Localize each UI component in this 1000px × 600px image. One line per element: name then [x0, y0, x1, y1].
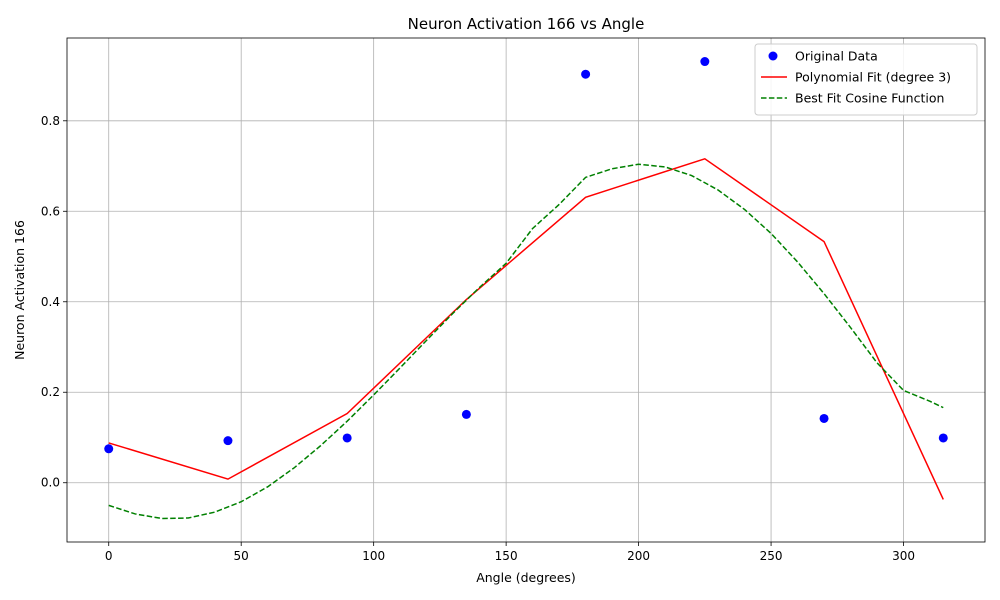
x-tick-label: 250 — [760, 549, 783, 563]
data-point — [342, 433, 352, 443]
series-layer — [104, 57, 948, 520]
x-tick-label: 0 — [105, 549, 113, 563]
y-tick-label: 0.0 — [41, 476, 60, 490]
grid-layer — [67, 38, 985, 542]
tick-layer: 0 50 100 150 200 250 300 0.0 0.2 0.4 0.6 0.8 — [41, 114, 915, 563]
legend-box — [754, 43, 978, 116]
data-point — [700, 57, 710, 67]
data-point — [819, 413, 829, 423]
plot-area-frame — [66, 37, 986, 543]
polynomial-fit-line — [108, 157, 944, 500]
legend-label: Polynomial Fit (degree 3) — [795, 70, 951, 85]
data-point — [223, 436, 233, 446]
y-tick-label: 0.8 — [41, 114, 60, 128]
data-point — [581, 69, 591, 79]
x-tick-label: 300 — [892, 549, 915, 563]
y-tick-label: 0.2 — [41, 385, 60, 399]
x-axis-title: Angle (degrees) — [476, 570, 576, 585]
legend-marker-scatter — [768, 51, 778, 61]
x-tick-label: 50 — [234, 549, 249, 563]
data-point — [938, 433, 948, 443]
y-axis-title: Neuron Activation 166 — [12, 220, 27, 360]
cosine-fit-line — [108, 163, 944, 520]
chart-title: Neuron Activation 166 vs Angle — [408, 15, 645, 33]
data-point — [461, 409, 471, 419]
legend-label: Original Data — [795, 49, 878, 64]
x-tick-label: 150 — [495, 549, 518, 563]
legend-label: Best Fit Cosine Function — [795, 91, 944, 106]
y-tick-label: 0.4 — [41, 295, 60, 309]
x-tick-label: 100 — [362, 549, 385, 563]
x-tick-label: 200 — [627, 549, 650, 563]
legend: Original Data Polynomial Fit (degree 3) Be… — [754, 43, 978, 116]
data-point — [104, 444, 114, 454]
y-tick-label: 0.6 — [41, 204, 60, 218]
